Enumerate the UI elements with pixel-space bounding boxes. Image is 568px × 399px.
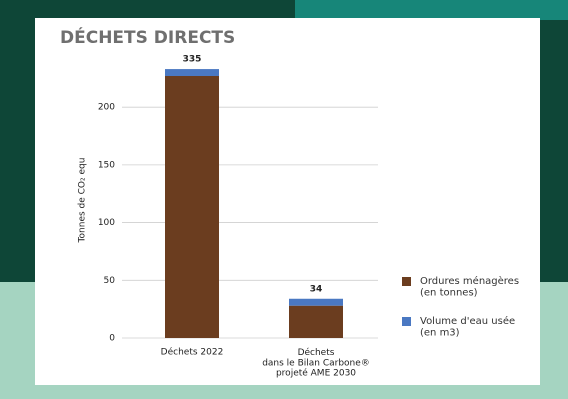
legend-label: Ordures ménagères (en tonnes) [420,275,519,299]
legend-label: Volume d'eau usée (en m3) [420,315,515,339]
legend-swatch [402,277,411,286]
bar-segment [289,298,343,306]
chart-title: DÉCHETS DIRECTS [60,26,235,48]
x-tick-label: Déchets 2022 [161,347,224,358]
y-tick-label: 50 [104,276,116,286]
x-tick-label: Déchets dans le Bilan Carbone® projeté AME… [262,347,370,379]
background-strip [295,0,568,20]
card [35,18,540,385]
total-label: 335 [183,55,202,65]
y-tick-label: 0 [109,334,115,344]
y-tick-label: 200 [98,103,115,113]
y-tick-label: 150 [98,160,115,170]
y-tick-label: 100 [98,218,115,228]
bar-segment [165,69,219,77]
total-label: 34 [310,284,323,294]
y-axis-label: Tonnes de CO₂ equ [78,158,88,244]
bar-segment [289,305,343,338]
bar-segment [165,76,219,339]
legend-swatch [402,317,411,326]
